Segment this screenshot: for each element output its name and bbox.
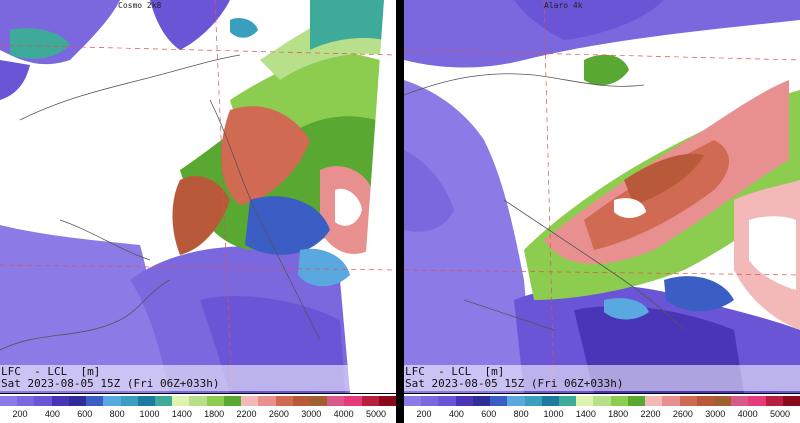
map-caption-right: LFC - LCL [m] Sat 2023-08-05 15Z (Fri 06… [404, 365, 800, 391]
caption-time-right: Sat 2023-08-05 15Z (Fri 06Z+033h) [405, 377, 624, 390]
legend-tick-label: 4000 [737, 409, 758, 419]
legend-swatch [17, 396, 35, 406]
legend-swatch [662, 396, 680, 406]
legend-swatch [748, 396, 766, 406]
legend-swatch [275, 396, 293, 406]
caption-field-left: LFC - LCL [m] [1, 365, 101, 378]
model-name-left: Cosmo 2k8 [118, 1, 162, 10]
legend-swatch [455, 396, 473, 406]
legend-swatch [51, 396, 69, 406]
legend-swatch [258, 396, 276, 406]
legend-swatch [327, 396, 345, 406]
color-legend-left: 200 400 600 800 1000 1400 1800 2200 2600 3000 4000… [0, 394, 397, 423]
map-panel-alaro: Alaro 4k LFC - LCL [m] Sat 2023-08-05 15… [404, 0, 800, 393]
legend-tick-label: 200 [12, 409, 28, 419]
legend-swatch [782, 396, 800, 406]
legend-ticks-left: 200 400 600 800 1000 1400 1800 2200 2600 3000 4000… [0, 409, 396, 421]
caption-time-left: Sat 2023-08-05 15Z (Fri 06Z+033h) [1, 377, 220, 390]
legend-swatch [421, 396, 439, 406]
legend-tick-label: 600 [77, 409, 93, 419]
legend-tick-label: 1400 [171, 409, 192, 419]
legend-swatches-left [0, 396, 397, 406]
legend-tick-label: 3000 [301, 409, 322, 419]
legend-swatch [292, 396, 310, 406]
legend-swatch [0, 396, 18, 406]
legend-swatch [765, 396, 783, 406]
legend-swatch [344, 396, 362, 406]
legend-swatch [120, 396, 138, 406]
legend-swatch [404, 396, 422, 406]
model-name-right: Alaro 4k [544, 1, 583, 10]
legend-swatch [713, 396, 732, 406]
legend-tick-label: 3000 [705, 409, 726, 419]
legend-tick-label: 2200 [640, 409, 661, 419]
legend-swatch [645, 396, 663, 406]
legend-swatch [438, 396, 456, 406]
legend-tick-label: 1400 [575, 409, 596, 419]
legend-swatch [472, 396, 491, 406]
legend-swatch [137, 396, 155, 406]
legend-swatch [154, 396, 173, 406]
legend-swatch [241, 396, 259, 406]
legend-tick-label: 1800 [204, 409, 225, 419]
legend-swatch [103, 396, 121, 406]
legend-swatch [558, 396, 577, 406]
field-map-right [404, 0, 800, 393]
legend-tick-label: 400 [448, 409, 464, 419]
legend-swatch [593, 396, 611, 406]
legend-tick-label: 400 [44, 409, 60, 419]
legend-tick-label: 2600 [672, 409, 693, 419]
legend-swatch [679, 396, 697, 406]
legend-swatch [378, 396, 397, 406]
legend-tick-label: 200 [416, 409, 432, 419]
legend-swatch [627, 396, 646, 406]
map-caption-left: LFC - LCL [m] Sat 2023-08-05 15Z (Fri 06… [0, 365, 396, 391]
legend-tick-label: 800 [109, 409, 125, 419]
legend-tick-label: 2200 [236, 409, 257, 419]
legend-tick-label: 1000 [139, 409, 160, 419]
legend-tick-label: 800 [513, 409, 529, 419]
legend-swatch [172, 396, 190, 406]
field-map-left [0, 0, 396, 393]
legend-tick-label: 1800 [608, 409, 629, 419]
legend-swatch [696, 396, 714, 406]
legend-ticks-right: 200 400 600 800 1000 1400 1800 2200 2600 3000 4000… [404, 409, 800, 421]
legend-swatch [206, 396, 224, 406]
map-panel-cosmo: Cosmo 2k8 LFC - LCL [m] Sat 2023-08-05 1… [0, 0, 396, 393]
legend-swatch [507, 396, 525, 406]
legend-swatch [68, 396, 87, 406]
legend-swatch [361, 396, 379, 406]
legend-tick-label: 4000 [333, 409, 354, 419]
legend-swatch [86, 396, 104, 406]
caption-field-right: LFC - LCL [m] [405, 365, 505, 378]
legend-swatch [490, 396, 508, 406]
legend-swatch [731, 396, 749, 406]
legend-swatch [309, 396, 328, 406]
legend-swatch [223, 396, 242, 406]
legend-swatch [576, 396, 594, 406]
legend-tick-label: 5000 [365, 409, 387, 419]
legend-tick-label: 1000 [543, 409, 564, 419]
legend-tick-label: 5000 [769, 409, 791, 419]
legend-tick-label: 600 [481, 409, 497, 419]
legend-swatch [610, 396, 628, 406]
legend-swatch [189, 396, 207, 406]
legend-swatch [541, 396, 559, 406]
legend-swatch [34, 396, 52, 406]
legend-swatches-right [404, 396, 800, 406]
color-legend-right: 200 400 600 800 1000 1400 1800 2200 2600 3000 4000… [404, 394, 800, 423]
legend-tick-label: 2600 [268, 409, 289, 419]
legend-swatch [524, 396, 542, 406]
